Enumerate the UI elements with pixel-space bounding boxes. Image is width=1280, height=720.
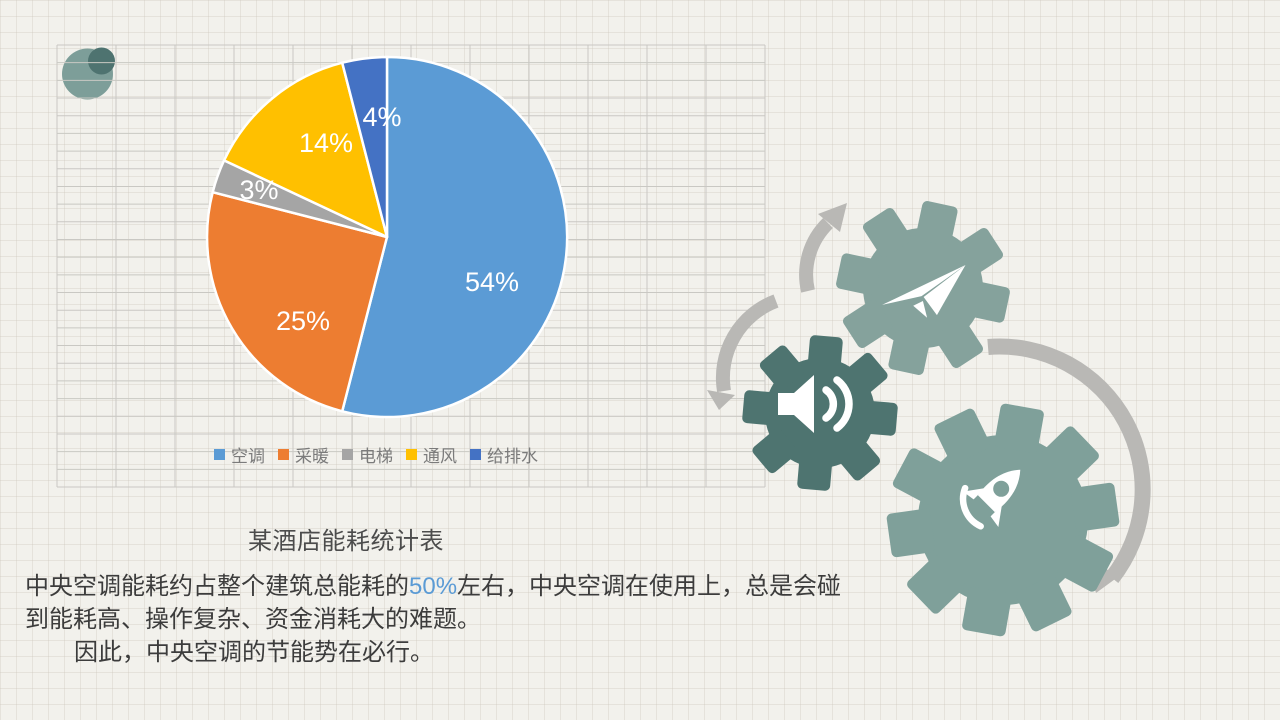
- legend-item-采暖: 采暖: [278, 442, 329, 467]
- logo-small-circle: [88, 47, 115, 75]
- pie-label-空调: 54%: [465, 267, 519, 297]
- rocket-icon: [959, 469, 1021, 530]
- paragraph-line1: 中央空调能耗约占整个建筑总能耗的50%左右，中央空调在使用上，总是会碰: [25, 570, 905, 603]
- legend-swatch: [470, 449, 481, 460]
- pie-chart: 54% 25% 3% 14% 4%: [205, 55, 569, 419]
- two-circles-logo: [62, 47, 115, 100]
- pie-slice-采暖: [205, 190, 389, 413]
- pie-label-电梯: 3%: [239, 175, 278, 205]
- curved-arrow-down-left: [707, 294, 779, 410]
- paragraph: 中央空调能耗约占整个建筑总能耗的50%左右，中央空调在使用上，总是会碰 到能耗高…: [25, 570, 905, 669]
- pie-label-通风: 14%: [299, 128, 353, 158]
- curved-arrow-up: [799, 203, 847, 293]
- paragraph-line1-pre: 中央空调能耗约占整个建筑总能耗的: [25, 573, 409, 600]
- gear-speaker: [742, 335, 898, 491]
- paragraph-highlight-50pct: 50%: [409, 573, 458, 600]
- legend-label: 通风: [423, 447, 457, 466]
- legend-swatch: [214, 449, 225, 460]
- legend-label: 采暖: [295, 447, 329, 466]
- pie-label-采暖: 25%: [276, 306, 330, 336]
- legend-item-电梯: 电梯: [342, 442, 393, 467]
- pie-slice-空调: [340, 55, 569, 419]
- paragraph-line2: 到能耗高、操作复杂、资金消耗大的难题。: [25, 606, 481, 633]
- pie-slice-通风: [222, 61, 389, 239]
- gears-decoration: [742, 201, 1120, 637]
- legend-label: 空调: [231, 447, 265, 466]
- legend-item-给排水: 给排水: [470, 442, 538, 467]
- paragraph-line1-post: 左右，中央空调在使用上，总是会碰: [457, 573, 842, 600]
- legend-item-空调: 空调: [214, 442, 265, 467]
- legend-swatch: [406, 449, 417, 460]
- gear-rocket: [886, 403, 1120, 637]
- legend-swatch: [342, 449, 353, 460]
- legend-item-通风: 通风: [406, 442, 457, 467]
- pie-slice-给排水: [340, 55, 389, 239]
- pie-label-给排水: 4%: [362, 102, 401, 132]
- legend-label: 电梯: [359, 447, 393, 466]
- legend-label: 给排水: [487, 447, 538, 466]
- legend-swatch: [278, 449, 289, 460]
- speaker-icon: [778, 375, 853, 433]
- chart-title: 某酒店能耗统计表: [248, 528, 444, 555]
- chart-legend: 空调 采暖 电梯 通风 给排水: [214, 442, 538, 467]
- paragraph-line3: 因此，中央空调的节能势在必行。: [74, 639, 434, 666]
